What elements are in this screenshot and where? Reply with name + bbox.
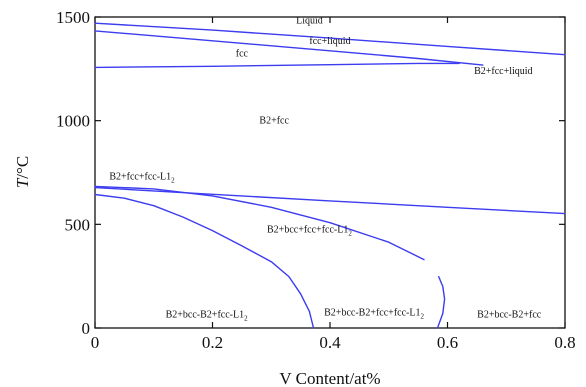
region-label-text: B2+bcc-B2+fcc bbox=[477, 310, 542, 321]
phase-boundaries bbox=[94, 22, 566, 329]
region-label: B2+fcc+liquid bbox=[474, 66, 533, 77]
region-label: fcc bbox=[236, 48, 249, 59]
region-label: fcc+liquid bbox=[309, 36, 350, 47]
region-label: B2+bcc-B2+fcc+fcc-L12 bbox=[324, 307, 424, 320]
region-label-text: B2+fcc bbox=[259, 116, 289, 127]
x-tick-label: 0 bbox=[91, 333, 100, 352]
y-axis-ticks: 0 500 1000 1500 bbox=[56, 8, 565, 338]
y-axis-title: T/°C bbox=[13, 156, 32, 188]
region-labels: Liquid fcc+liquid fcc B2+fcc+liquid B2+fcc B2… bbox=[109, 16, 541, 323]
region-label: B2+bcc-B2+fcc bbox=[477, 310, 542, 321]
region-label-subscript: 2 bbox=[348, 230, 352, 238]
region-label: Liquid bbox=[296, 16, 323, 27]
region-label-subscript: 2 bbox=[244, 315, 248, 323]
region-label-text: B2+bcc-B2+fcc-L1 bbox=[166, 310, 244, 321]
phase-line-fcc-liquid-boundary bbox=[94, 30, 484, 66]
region-label-text: B2+fcc+fcc-L1 bbox=[109, 172, 171, 183]
x-tick-label: 0.2 bbox=[202, 333, 223, 352]
y-axis-title-symbol: T bbox=[13, 177, 32, 188]
y-tick-label: 1000 bbox=[56, 112, 90, 131]
region-label: B2+fcc bbox=[259, 116, 289, 127]
region-label: B2+bcc-B2+fcc-L12 bbox=[166, 310, 248, 323]
region-label-subscript: 2 bbox=[420, 312, 424, 320]
y-tick-label: 1500 bbox=[56, 8, 90, 27]
region-label: B2+bcc+fcc+fcc-L12 bbox=[267, 225, 352, 238]
x-tick-label: 0.8 bbox=[554, 333, 575, 352]
region-label-text: fcc+liquid bbox=[309, 36, 350, 47]
region-label-text: B2+bcc-B2+fcc+fcc-L1 bbox=[324, 307, 420, 318]
region-label-text: Liquid bbox=[296, 16, 323, 27]
region-label-text: B2+bcc+fcc+fcc-L1 bbox=[267, 225, 348, 236]
region-label-text: B2+fcc+liquid bbox=[474, 66, 533, 77]
x-tick-label: 0.4 bbox=[319, 333, 341, 352]
region-label: B2+fcc+fcc-L12 bbox=[109, 172, 175, 185]
phase-line-bcc-boundary bbox=[436, 275, 446, 329]
phase-line-fcc-upper-boundary bbox=[94, 62, 460, 69]
y-tick-label: 500 bbox=[65, 215, 91, 234]
x-tick-label: 0.6 bbox=[437, 333, 458, 352]
y-tick-label: 0 bbox=[82, 319, 91, 338]
phase-line-l12-solvus-upper bbox=[94, 185, 425, 261]
x-axis-title: V Content/at% bbox=[279, 369, 380, 387]
x-axis-ticks: 0 0.2 0.4 0.6 0.8 bbox=[91, 17, 576, 352]
region-label-subscript: 2 bbox=[171, 177, 175, 185]
phase-line-l12-solvus-lower bbox=[94, 193, 315, 329]
y-axis-title-unit: /°C bbox=[13, 156, 32, 179]
region-label-text: fcc bbox=[236, 48, 249, 59]
phase-line-upper-solvus bbox=[94, 186, 566, 215]
phase-line-liquidus bbox=[94, 22, 566, 56]
